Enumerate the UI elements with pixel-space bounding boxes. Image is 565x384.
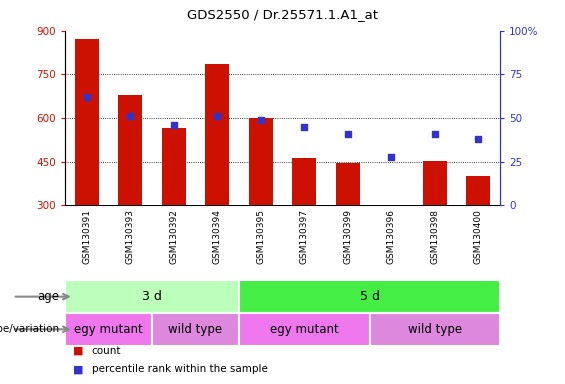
Text: GSM130400: GSM130400 (474, 209, 483, 264)
Point (386, 154, 396, 160)
Point (430, 131, 439, 137)
Bar (162, 128, 186, 205)
Bar (370, 313, 500, 346)
Bar (336, 163, 360, 205)
Point (212, 113, 221, 119)
Bar (239, 313, 370, 346)
Text: GSM130399: GSM130399 (344, 209, 352, 264)
Text: wild type: wild type (408, 323, 462, 336)
Text: wild type: wild type (168, 323, 223, 336)
Text: GSM130398: GSM130398 (431, 209, 439, 264)
Point (256, 117, 265, 123)
Bar (75, 40, 99, 205)
Bar (239, 280, 500, 313)
Text: egy mutant: egy mutant (270, 323, 338, 336)
Text: GSM130396: GSM130396 (387, 209, 396, 264)
Text: GSM130397: GSM130397 (300, 209, 308, 264)
Point (299, 124, 308, 130)
Text: genotype/variation: genotype/variation (0, 324, 59, 334)
Point (82, 94, 92, 100)
Text: 5 d: 5 d (359, 290, 380, 303)
Point (343, 131, 352, 137)
Text: GSM130393: GSM130393 (126, 209, 134, 264)
Text: egy mutant: egy mutant (74, 323, 143, 336)
Text: count: count (92, 346, 121, 356)
Text: ■: ■ (73, 346, 84, 356)
Bar (65, 313, 152, 346)
Bar (249, 118, 273, 205)
Bar (292, 158, 316, 205)
Bar (152, 313, 239, 346)
Text: GDS2550 / Dr.25571.1.A1_at: GDS2550 / Dr.25571.1.A1_at (187, 8, 378, 21)
Text: GSM130395: GSM130395 (257, 209, 265, 264)
Point (125, 113, 134, 119)
Text: ■: ■ (73, 364, 84, 374)
Text: GSM130391: GSM130391 (82, 209, 91, 264)
Bar (466, 176, 490, 205)
Bar (118, 95, 142, 205)
Bar (423, 161, 447, 205)
Text: percentile rank within the sample: percentile rank within the sample (92, 364, 267, 374)
Point (473, 136, 483, 142)
Point (169, 122, 178, 128)
Text: GSM130394: GSM130394 (213, 209, 221, 264)
Text: age: age (37, 290, 59, 303)
Bar (65, 280, 239, 313)
Bar (205, 64, 229, 205)
Text: 3 d: 3 d (142, 290, 162, 303)
Text: GSM130392: GSM130392 (170, 209, 178, 264)
